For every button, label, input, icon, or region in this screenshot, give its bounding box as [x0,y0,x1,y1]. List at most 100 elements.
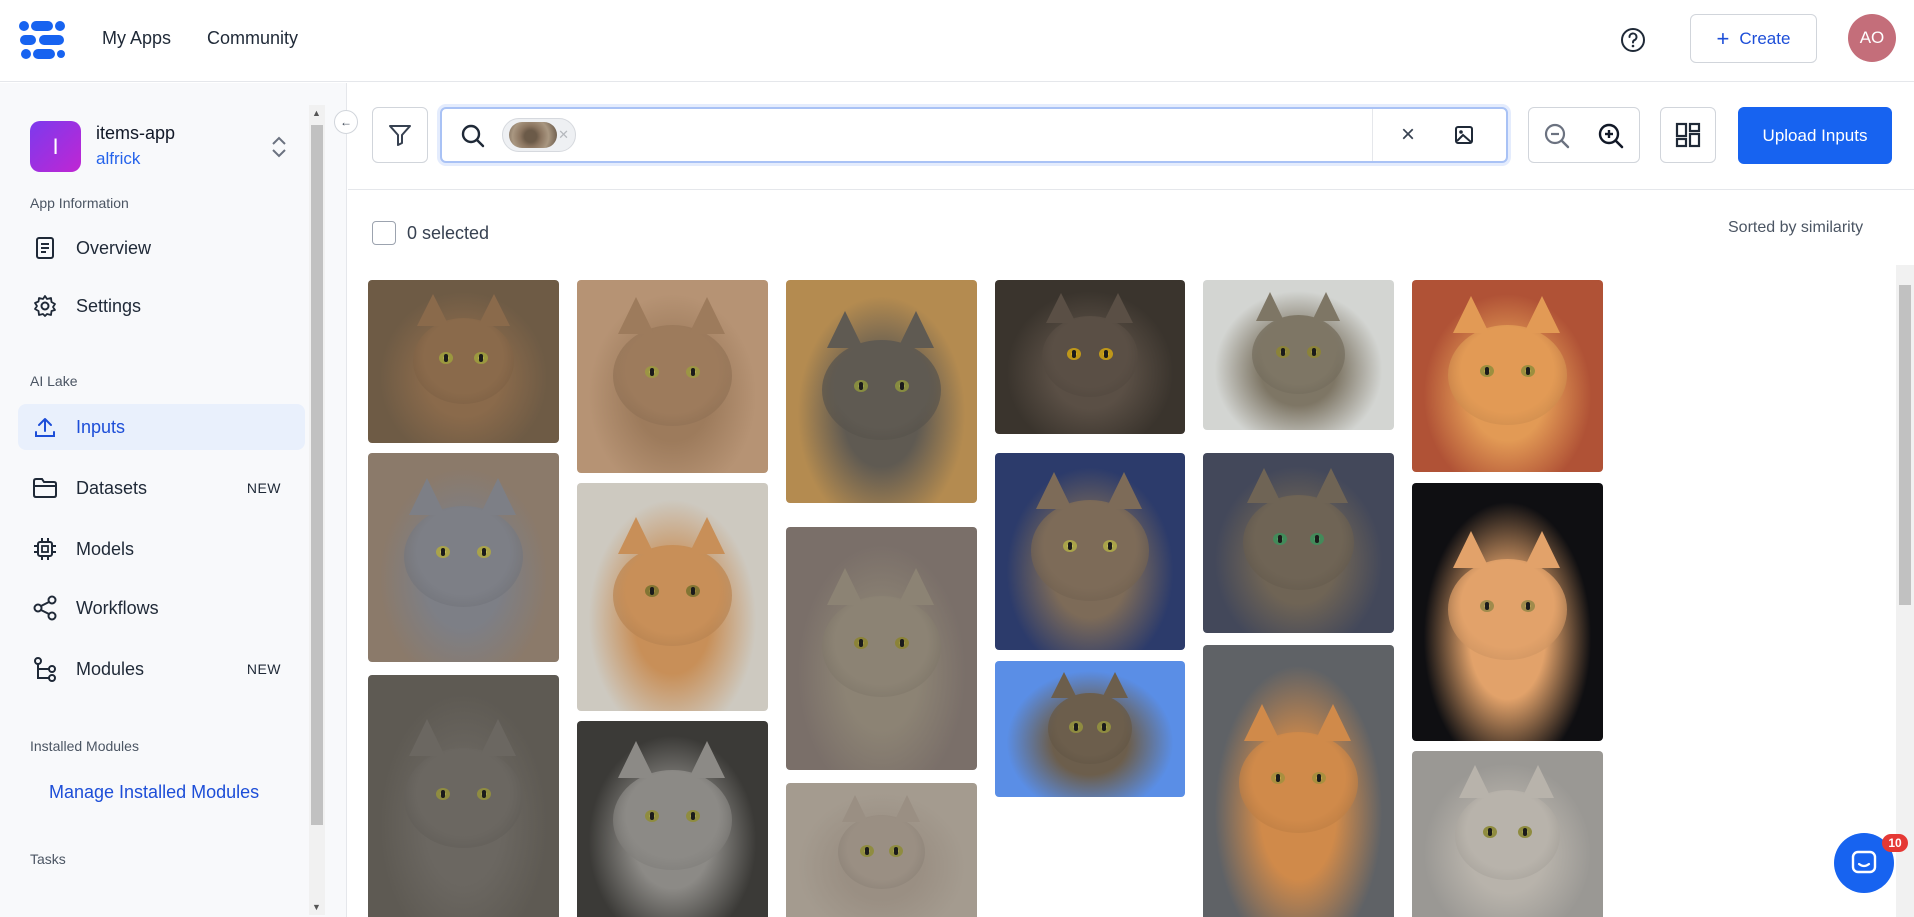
sidebar-item-modules[interactable]: Modules NEW [18,646,305,692]
cat-ear [1255,292,1284,322]
cat-face [1454,790,1561,881]
sidebar-item-label: Datasets [76,477,148,498]
select-all-checkbox[interactable] [372,221,396,245]
cat-eye [1099,348,1114,361]
gear-icon [32,293,58,319]
app-switcher[interactable]: I items-app alfrick [30,121,300,173]
tree-icon [32,656,58,682]
cat-face [404,747,523,849]
cat-face [1252,314,1345,394]
cat-eye [1480,365,1495,378]
zoom-controls [1528,107,1640,163]
input-image-tile[interactable] [1412,751,1603,917]
cat-eye [854,636,869,649]
sidebar-item-inputs[interactable]: Inputs [18,404,305,450]
sidebar-scroll-thumb[interactable] [311,125,323,825]
app-user-link[interactable]: alfrick [96,149,141,168]
cat-eye [1311,772,1326,785]
cat-ear [827,311,864,349]
sidebar-item-label: Models [76,538,135,559]
cat-face [1448,324,1567,426]
cat-face [822,339,941,441]
sidebar-item-label: Modules [76,658,145,679]
chevron-updown-icon[interactable] [268,133,290,161]
manage-installed-modules-link[interactable]: Manage Installed Modules [49,782,260,802]
cat-eye [1520,365,1535,378]
sidebar-item-label: Settings [76,295,142,316]
input-image-tile[interactable] [1412,280,1603,472]
input-image-tile[interactable] [1203,645,1394,917]
chip-icon [32,536,58,562]
input-image-tile[interactable] [995,453,1185,650]
nav-my-apps[interactable]: My Apps [102,28,172,48]
search-divider [1372,109,1373,161]
grid-layout-icon [1675,122,1701,148]
input-image-tile[interactable] [577,483,768,711]
create-label: Create [1739,28,1791,48]
sort-label[interactable]: Sorted by similarity [1728,219,1864,236]
clear-search-icon[interactable]: × [1400,121,1415,148]
cat-eye [473,352,488,365]
sidebar-item-workflows[interactable]: Workflows [18,585,305,631]
cat-eye [685,809,700,822]
input-image-tile[interactable] [368,453,559,662]
input-image-tile[interactable] [786,783,977,917]
cat-ear [841,794,868,822]
sidebar-item-overview[interactable]: Overview [18,225,305,271]
input-image-tile[interactable] [1203,453,1394,633]
zoom-out-icon[interactable] [1543,122,1571,150]
collapse-sidebar-button[interactable]: ← [334,110,358,134]
section-tasks: Tasks [30,851,66,867]
sidebar-item-settings[interactable]: Settings [18,283,305,329]
filter-button[interactable] [372,107,428,163]
main-scroll-thumb[interactable] [1899,285,1911,605]
sidebar-item-datasets[interactable]: Datasets NEW [18,465,305,511]
help-icon[interactable] [1620,27,1646,53]
cat-ear [1453,531,1490,569]
input-image-tile[interactable] [995,661,1185,797]
remove-chip-icon[interactable]: ✕ [558,127,569,142]
input-image-tile[interactable] [577,280,768,473]
scroll-down-arrow-icon[interactable]: ▼ [312,902,321,912]
cat-ear [1459,765,1492,799]
cat-face [1031,500,1149,601]
cat-eye [476,546,491,559]
cat-ear [1106,472,1143,510]
input-image-tile[interactable] [995,280,1185,434]
cat-eye [1068,721,1083,734]
input-image-tile[interactable] [1203,280,1394,430]
filter-icon [389,125,411,146]
grid-view-button[interactable] [1660,107,1716,163]
main-scrollbar[interactable] [1896,265,1914,917]
image-search-icon[interactable] [1450,121,1478,149]
clarifai-logo-icon[interactable] [18,18,66,62]
sidebar-item-models[interactable]: Models [18,526,305,572]
cat-eye [476,787,491,800]
input-image-tile[interactable] [786,280,977,503]
user-avatar[interactable]: AO [1848,14,1896,62]
upload-inputs-button[interactable]: Upload Inputs [1738,107,1892,164]
cat-ear [1101,672,1128,699]
inputs-toolbar: ✕ × Upload Inputs [348,83,1914,190]
input-image-tile[interactable] [786,527,977,770]
input-image-tile[interactable] [368,280,559,443]
search-image-chip[interactable]: ✕ [502,118,576,152]
search-bar[interactable]: ✕ × [440,107,1508,163]
cat-ear [1311,292,1340,322]
new-badge: NEW [246,480,281,496]
create-button[interactable]: + Create [1690,14,1817,63]
scroll-up-arrow-icon[interactable]: ▲ [312,108,321,118]
cat-eye [645,365,660,378]
search-input[interactable] [588,119,1308,153]
input-image-tile[interactable] [368,675,559,917]
input-image-tile[interactable] [1412,483,1603,741]
cat-eye [436,546,451,559]
zoom-in-icon[interactable] [1597,122,1625,150]
nav-community[interactable]: Community [207,28,299,48]
cat-ear [1522,765,1555,799]
cat-ear [1453,296,1490,334]
cat-ear [618,296,655,334]
input-image-tile[interactable] [577,721,768,917]
cat-eye [1310,532,1325,545]
sidebar-scrollbar[interactable]: ▲ ▼ [309,105,325,915]
